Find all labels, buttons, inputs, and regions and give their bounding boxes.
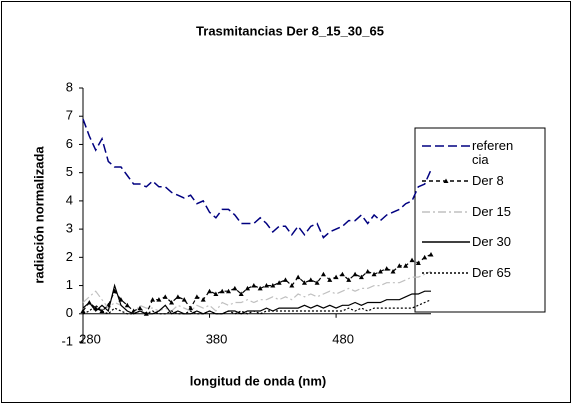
marker — [200, 297, 206, 302]
marker — [181, 297, 187, 302]
marker — [188, 305, 194, 311]
marker — [175, 294, 181, 299]
marker — [156, 297, 162, 302]
legend-label: Der 30 — [472, 234, 512, 249]
y-axis-label: radiación normalizada — [31, 146, 46, 284]
marker — [150, 297, 156, 302]
marker — [327, 277, 333, 282]
marker — [263, 283, 269, 288]
series-line — [82, 118, 432, 239]
y-tick-label: 7 — [66, 108, 73, 123]
y-tick-label: -1 — [61, 333, 73, 348]
legend-box — [414, 127, 546, 313]
marker — [257, 285, 263, 291]
y-tick-label: 0 — [66, 305, 73, 320]
marker — [371, 271, 377, 277]
marker — [245, 285, 251, 291]
series-line — [82, 283, 431, 315]
marker — [238, 291, 244, 297]
legend-label: Der 65 — [472, 265, 512, 280]
marker — [282, 277, 288, 282]
x-tick-label: 280 — [79, 331, 101, 346]
y-tick-label: 4 — [66, 192, 73, 207]
marker — [333, 274, 339, 280]
marker — [226, 288, 232, 294]
legend-label: Der 8 — [472, 173, 504, 188]
marker — [403, 263, 409, 268]
marker — [396, 263, 402, 268]
x-tick-label: 480 — [332, 331, 354, 346]
marker — [422, 254, 428, 260]
marker — [365, 268, 371, 274]
marker — [219, 288, 225, 294]
marker — [358, 274, 364, 280]
marker — [428, 252, 434, 257]
marker — [295, 274, 301, 280]
chart-title: Trasmitancias Der 8_15_30_65 — [196, 23, 384, 38]
x-tick-label: 380 — [206, 331, 228, 346]
marker — [390, 268, 396, 274]
x-axis-label: longitud de onda (nm) — [190, 373, 326, 388]
y-tick-label: 8 — [66, 79, 73, 94]
legend-label: Der 15 — [472, 204, 512, 219]
marker — [124, 302, 130, 308]
marker — [251, 283, 257, 288]
marker — [352, 271, 358, 277]
marker — [162, 294, 168, 299]
marker — [169, 299, 175, 305]
legend-marker — [443, 178, 449, 183]
y-tick-label: 2 — [66, 249, 73, 264]
marker — [377, 268, 383, 274]
marker — [276, 280, 282, 285]
marker — [415, 260, 421, 265]
y-tick-label: 6 — [66, 136, 73, 151]
marker — [213, 291, 219, 297]
marker — [308, 277, 314, 282]
marker — [137, 305, 143, 311]
marker — [384, 266, 390, 271]
marker — [270, 283, 276, 288]
marker — [80, 308, 86, 313]
legend-label: referencia — [472, 138, 514, 167]
y-tick-label: 1 — [66, 277, 73, 292]
marker — [339, 271, 345, 277]
marker — [320, 271, 326, 277]
marker — [194, 294, 200, 299]
series-line — [82, 270, 432, 315]
y-tick-label: 3 — [66, 221, 73, 236]
marker — [301, 280, 307, 285]
marker — [289, 283, 295, 288]
marker — [409, 257, 415, 263]
series-line — [82, 299, 432, 315]
marker — [346, 277, 352, 282]
marker — [232, 285, 238, 291]
marker — [207, 288, 213, 294]
y-tick-label: 5 — [66, 164, 73, 179]
marker — [314, 280, 320, 285]
